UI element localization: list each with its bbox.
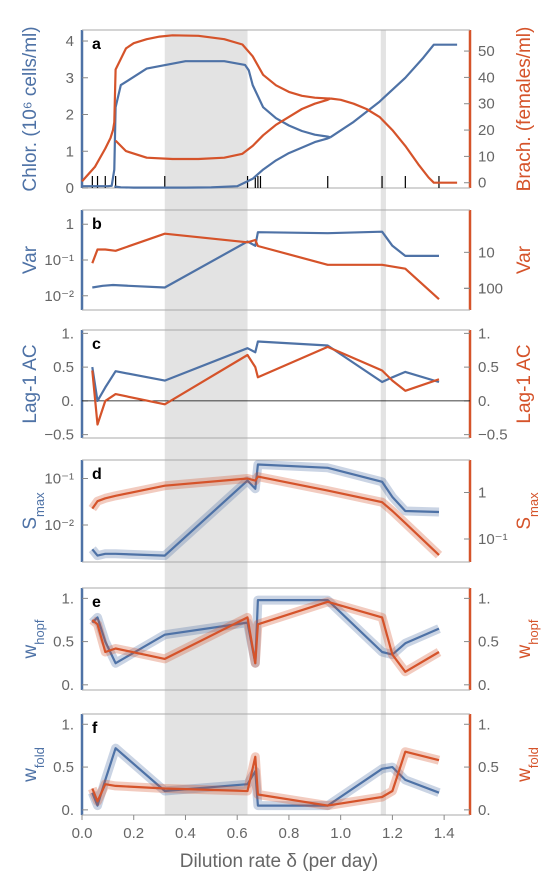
left-tick-label-2: 1. [61, 590, 74, 607]
panel-label-f: f [92, 720, 98, 737]
right-tick-label-0: 10⁻¹ [478, 531, 508, 548]
left-tick-label-1: 0.5 [53, 634, 74, 651]
x-axis-ticks: 0.0 0.2 0.4 0.6 0.8 1.0 1.2 1.4 [72, 815, 455, 842]
left-tick-label-0: 10⁻² [44, 288, 74, 305]
x-axis-label: Dilution rate δ (per day) [180, 851, 379, 872]
right-tick-label-1: 0.5 [478, 759, 499, 776]
panel-label-d: d [92, 466, 102, 483]
right-tick-label-0: 1 [478, 280, 486, 297]
left-tick-label-0: 0. [61, 802, 74, 819]
left-axis-label: whopf [20, 619, 47, 659]
left-axis-label: Chlor. (10⁶ cells/ml) [20, 26, 41, 191]
right-axis-label: Lag-1 AC [514, 344, 535, 423]
x-tick-label-2: 0.4 [175, 825, 196, 842]
right-axis-label: Var [514, 245, 535, 274]
right-tick-label-1: 10 [478, 148, 495, 165]
right-tick-label-2: 1. [478, 716, 491, 733]
left-axis-label: Lag-1 AC [20, 344, 41, 423]
left-tick-label-3: 3 [66, 70, 74, 87]
series-line-right-1 [91, 475, 440, 556]
panel-f: 0. 0.5 1. 0. 0.5 1. wfold wfold f [20, 713, 541, 819]
left-tick-label-2: 1. [61, 716, 74, 733]
right-tick-label-1: 10 [478, 244, 495, 261]
series-line-left-0 [82, 60, 331, 188]
left-tick-label-3: 1. [61, 325, 74, 342]
panel-b: 10⁻² 10⁻¹ 1 1 10 100 Var Var b [20, 209, 535, 311]
series-line-right-1 [91, 600, 440, 673]
series-line-right-1 [91, 232, 440, 301]
series-line-left-2 [329, 43, 458, 139]
right-tick-label-3: 1. [478, 325, 491, 342]
series-line-right-3 [81, 34, 331, 183]
right-tick-label-1: 0. [478, 393, 491, 410]
left-tick-label-1: 0.5 [53, 759, 74, 776]
left-tick-label-0: 0 [66, 180, 74, 197]
right-tick-label-5: 50 [478, 43, 495, 60]
panel-c: −0.5 0. 0.5 1. −0.5 0. 0.5 1. Lag-1 AC Lag-1 AC c [20, 325, 535, 443]
x-tick-label-1: 0.2 [123, 825, 144, 842]
right-axis-label: Brach. (females/ml) [514, 27, 535, 192]
x-tick-label-3: 0.6 [227, 825, 248, 842]
left-tick-label-1: 10⁻¹ [44, 252, 74, 269]
series-line-right-4 [114, 97, 331, 161]
right-tick-label-1: 1 [478, 484, 486, 501]
right-tick-label-2: 100 [478, 280, 503, 297]
x-tick-label-6: 1.2 [382, 825, 403, 842]
left-tick-label-2: 2 [66, 107, 74, 124]
shaded-region-1 [380, 30, 386, 815]
right-axis-label: Smax [514, 492, 541, 530]
right-tick-label-0: −0.5 [478, 427, 508, 444]
shaded-regions [164, 30, 386, 815]
panel-label-a: a [92, 36, 101, 53]
right-tick-label-2: 0.5 [478, 359, 499, 376]
panel-d: 10⁻² 10⁻¹ 10⁻¹ 1 Smax Smax d [20, 459, 541, 563]
right-tick-label-4: 40 [478, 69, 495, 86]
right-tick-label-1: 0.5 [478, 634, 499, 651]
left-axis-label: Smax [20, 492, 47, 530]
series-line-left-0 [91, 463, 440, 557]
series-line-left-0 [92, 230, 439, 289]
x-tick-label-7: 1.4 [434, 825, 455, 842]
shaded-region-0 [164, 30, 248, 815]
left-tick-label-0: −0.5 [44, 427, 74, 444]
series-line-left-0 [91, 340, 440, 402]
left-tick-label-2: 1 [66, 216, 74, 233]
right-axis-label: wfold [514, 747, 541, 783]
right-axis-label: whopf [514, 619, 541, 659]
right-tick-label-2: 20 [478, 122, 495, 139]
right-tick-label-3: 30 [478, 96, 495, 113]
left-tick-label-0: 0. [61, 677, 74, 694]
panel-label-e: e [92, 594, 101, 611]
right-tick-label-0: 0. [478, 802, 491, 819]
left-axis-label: wfold [20, 747, 47, 783]
panel-label-c: c [92, 336, 101, 353]
x-tick-label-4: 0.8 [279, 825, 300, 842]
left-tick-label-2: 0.5 [53, 359, 74, 376]
left-tick-label-1: 10⁻¹ [44, 471, 74, 488]
x-tick-label-5: 1.0 [330, 825, 351, 842]
series-line-right-1 [91, 750, 440, 807]
right-tick-label-0: 0. [478, 677, 491, 694]
left-axis-label: Var [20, 245, 41, 274]
panel-e: 0. 0.5 1. 0. 0.5 1. whopf whopf e [20, 587, 541, 694]
right-tick-label-2: 1. [478, 590, 491, 607]
left-tick-label-4: 4 [66, 33, 74, 50]
series-line-right-1 [91, 345, 440, 426]
series-line-left-1 [114, 136, 331, 189]
panel-label-b: b [92, 216, 102, 233]
left-tick-label-1: 0. [61, 393, 74, 410]
x-tick-label-0: 0.0 [72, 825, 93, 842]
left-tick-label-1: 1 [66, 143, 74, 160]
series-line-right-5 [330, 97, 458, 184]
left-tick-label-0: 10⁻² [44, 517, 74, 534]
right-tick-label-0: 0 [478, 175, 486, 192]
